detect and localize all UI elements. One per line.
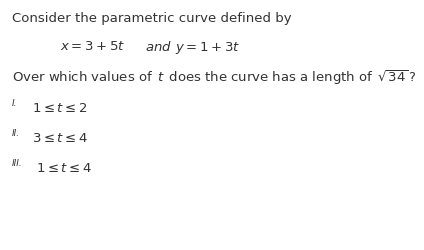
Text: $\mathit{and}$: $\mathit{and}$ <box>145 40 172 54</box>
Text: III.: III. <box>12 159 23 168</box>
Text: Over which values of $\,t\,$ does the curve has a length of $\,\sqrt{34}\,$?: Over which values of $\,t\,$ does the cu… <box>12 68 416 87</box>
Text: II.: II. <box>12 129 20 138</box>
Text: $y = 1 + 3t$: $y = 1 + 3t$ <box>175 40 240 56</box>
Text: $1 \leq t \leq 4$: $1 \leq t \leq 4$ <box>36 162 92 175</box>
Text: $1 \leq t \leq 2$: $1 \leq t \leq 2$ <box>32 102 87 115</box>
Text: Consider the parametric curve defined by: Consider the parametric curve defined by <box>12 12 292 25</box>
Text: $3 \leq t \leq 4$: $3 \leq t \leq 4$ <box>32 132 88 145</box>
Text: I.: I. <box>12 99 17 108</box>
Text: $x = 3 + 5t$: $x = 3 + 5t$ <box>60 40 125 53</box>
